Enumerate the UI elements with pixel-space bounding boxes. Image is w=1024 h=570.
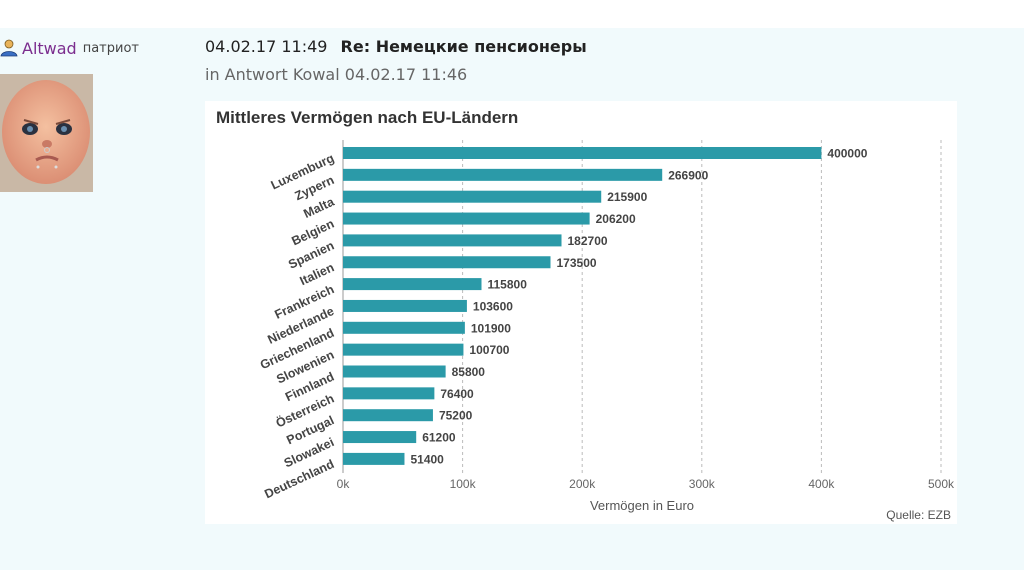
bar-value-label: 76400: [440, 387, 474, 401]
bar-value-label: 215900: [607, 190, 647, 204]
bar: [343, 278, 482, 291]
post-datetime[interactable]: 04.02.17 11:49: [205, 37, 328, 56]
x-tick-label: 400k: [808, 477, 835, 491]
bar-value-label: 182700: [568, 234, 608, 248]
bar-value-label: 61200: [422, 431, 456, 445]
x-tick-label: 0k: [337, 477, 351, 491]
reply-datetime[interactable]: 04.02.17 11:46: [344, 65, 468, 84]
bar: [343, 190, 602, 203]
bar-value-label: 206200: [596, 212, 636, 226]
bar-value-label: 51400: [410, 452, 444, 466]
bar: [343, 431, 417, 444]
bar: [343, 387, 435, 400]
bar-value-label: 103600: [473, 299, 513, 313]
bar-value-label: 173500: [557, 256, 597, 270]
bar-value-label: 85800: [452, 365, 486, 379]
wealth-chart-image: Mittleres Vermögen nach EU-Ländern Vermö…: [205, 101, 957, 524]
chart-source: Quelle: EZB: [886, 508, 951, 522]
reply-prefix: in Antwort: [205, 65, 288, 84]
bar: [343, 234, 562, 247]
x-axis-label: Vermögen in Euro: [590, 498, 694, 513]
bar-value-label: 75200: [439, 409, 473, 423]
bar: [343, 365, 446, 378]
bar: [343, 452, 405, 465]
bar-value-label: 266900: [668, 168, 708, 182]
user-icon: [0, 39, 18, 57]
post-title[interactable]: Re: Немецкие пенсионеры: [340, 37, 587, 56]
bar: [343, 409, 433, 422]
bar: [343, 321, 465, 334]
avatar: [0, 74, 93, 192]
bar: [343, 168, 663, 181]
bar: [343, 147, 822, 159]
x-tick-label: 300k: [689, 477, 716, 491]
post-header: 04.02.17 11:49 Re: Немецкие пенсионеры: [205, 37, 587, 56]
x-tick-label: 500k: [928, 477, 955, 491]
bar: [343, 256, 551, 269]
bar-value-label: 400000: [827, 147, 867, 161]
bar: [343, 299, 467, 312]
bar-chart: Mittleres Vermögen nach EU-Ländern Vermö…: [216, 108, 955, 522]
author-username[interactable]: Altwad: [22, 38, 77, 58]
reply-reference: in Antwort Kowal 04.02.17 11:46: [205, 65, 467, 84]
bar: [343, 212, 590, 225]
x-tick-label: 200k: [569, 477, 596, 491]
post-author: Altwad патриот: [0, 36, 190, 60]
bar: [343, 343, 464, 356]
x-tick-label: 100k: [450, 477, 477, 491]
chart-title: Mittleres Vermögen nach EU-Ländern: [216, 108, 518, 127]
bar-value-label: 101900: [471, 321, 511, 335]
bar-value-label: 115800: [487, 278, 527, 292]
bar-value-label: 100700: [469, 343, 509, 357]
author-rank: патриот: [82, 40, 139, 56]
forum-post: Altwad патриот 04.02.17: [0, 28, 1024, 570]
reply-author[interactable]: Kowal: [292, 65, 340, 84]
